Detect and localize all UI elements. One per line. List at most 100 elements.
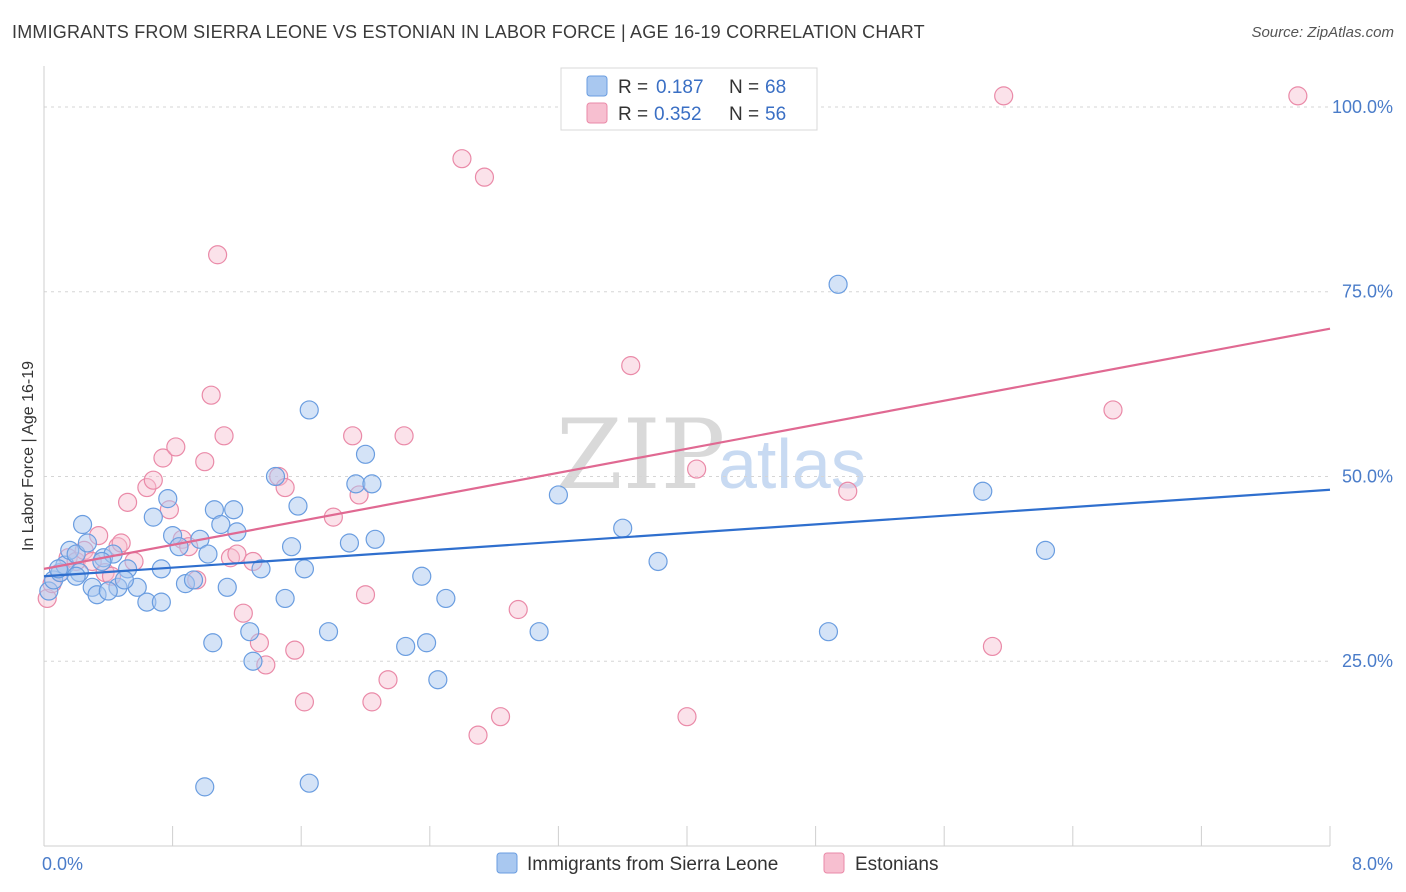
point-sierra-leone — [243, 651, 263, 671]
point-sierra-leone — [355, 444, 376, 464]
legend-swatch-sierra-leone — [496, 852, 518, 874]
point-sierra-leone — [818, 622, 839, 642]
legend-r-label-1: R = — [618, 77, 648, 98]
point-sierra-leone — [828, 274, 848, 294]
legend-label-sierra-leone: Immigrants from Sierra Leone — [527, 854, 778, 875]
point-estonians — [378, 670, 398, 690]
point-sierra-leone — [318, 622, 339, 642]
point-sierra-leone — [198, 544, 218, 564]
chart-title: IMMIGRANTS FROM SIERRA LEONE VS ESTONIAN… — [12, 22, 925, 42]
point-sierra-leone — [294, 559, 315, 579]
point-estonians — [1103, 400, 1123, 420]
point-estonians — [508, 599, 528, 620]
point-sierra-leone — [365, 529, 385, 549]
point-estonians — [208, 245, 228, 265]
point-sierra-leone — [183, 570, 204, 590]
point-estonians — [677, 707, 697, 727]
y-tick-label: 100.0% — [1332, 97, 1393, 117]
tick-labels: 25.0% 50.0% 75.0% 100.0% 0.0% 8.0% — [42, 97, 1393, 874]
watermark-zip: ZIP — [556, 399, 725, 511]
x-tick-label-max: 8.0% — [1352, 854, 1393, 874]
point-estonians — [994, 86, 1014, 106]
legend-swatch-blue — [586, 75, 608, 97]
legend-n-value-2: 56 — [765, 104, 786, 125]
source-credit: Source: ZipAtlas.com — [1251, 24, 1394, 41]
point-estonians — [201, 385, 221, 405]
point-sierra-leone — [412, 566, 432, 586]
point-sierra-leone — [169, 537, 189, 557]
point-estonians — [214, 426, 234, 446]
series-legend: Immigrants from Sierra Leone Estonians — [496, 852, 938, 875]
point-sierra-leone — [339, 533, 360, 553]
x-tick-label-min: 0.0% — [42, 854, 83, 874]
point-sierra-leone — [114, 570, 134, 590]
legend-label-estonians: Estonians — [855, 854, 938, 875]
point-estonians — [153, 448, 173, 468]
point-sierra-leone — [428, 670, 448, 690]
y-tick-label: 25.0% — [1342, 651, 1393, 671]
point-sierra-leone — [436, 588, 456, 609]
legend-n-label-2: N = — [729, 104, 759, 125]
point-sierra-leone — [143, 507, 163, 527]
point-estonians — [452, 149, 472, 169]
point-estonians — [982, 636, 1003, 657]
point-sierra-leone — [211, 514, 231, 535]
gridlines — [44, 106, 1330, 662]
point-estonians — [323, 507, 343, 527]
point-sierra-leone — [288, 496, 308, 516]
series-immigrants-sierra-leone — [39, 274, 1056, 797]
point-sierra-leone — [346, 474, 366, 494]
watermark: ZIP atlas — [556, 399, 866, 511]
point-estonians — [838, 481, 858, 501]
point-sierra-leone — [265, 466, 286, 487]
point-sierra-leone — [203, 633, 223, 653]
point-sierra-leone — [224, 500, 244, 520]
point-sierra-leone — [240, 622, 260, 642]
point-sierra-leone — [281, 537, 302, 557]
legend-swatch-estonians — [823, 852, 845, 874]
y-tick-label: 50.0% — [1342, 466, 1393, 486]
legend-n-label-1: N = — [729, 77, 759, 98]
point-sierra-leone — [77, 533, 98, 553]
point-sierra-leone — [299, 400, 319, 420]
point-sierra-leone — [548, 485, 569, 505]
point-estonians — [343, 426, 363, 446]
legend-r-value-2: 0.352 — [654, 104, 702, 125]
point-estonians — [474, 167, 495, 187]
point-sierra-leone — [72, 514, 93, 535]
point-sierra-leone — [151, 592, 171, 612]
legend-n-value-1: 68 — [765, 77, 786, 98]
point-sierra-leone — [529, 622, 549, 642]
point-sierra-leone — [195, 777, 215, 797]
point-estonians — [468, 725, 488, 745]
legend-r-label-2: R = — [618, 104, 648, 125]
point-sierra-leone — [1035, 540, 1056, 560]
point-estonians — [687, 459, 707, 479]
point-sierra-leone — [158, 489, 178, 509]
point-estonians — [294, 692, 315, 712]
point-estonians — [362, 692, 382, 712]
correlation-legend: R = 0.187 N = 68 R = 0.352 N = 56 — [560, 67, 818, 131]
point-estonians — [166, 437, 186, 457]
point-sierra-leone — [648, 551, 668, 572]
point-estonians — [285, 640, 305, 660]
point-estonians — [394, 426, 414, 446]
point-sierra-leone — [275, 588, 295, 609]
point-estonians — [1288, 86, 1308, 106]
trend-line-estonians — [43, 327, 1331, 570]
point-sierra-leone — [251, 559, 271, 579]
y-axis-label: In Labor Force | Age 16-19 — [20, 361, 37, 551]
point-estonians — [233, 603, 253, 623]
point-sierra-leone — [973, 481, 993, 501]
point-sierra-leone — [299, 773, 319, 793]
point-estonians — [490, 707, 511, 727]
point-estonians — [227, 544, 247, 564]
legend-swatch-pink — [586, 102, 608, 124]
point-sierra-leone — [416, 633, 437, 653]
point-estonians — [355, 585, 376, 605]
y-tick-label: 75.0% — [1342, 282, 1393, 302]
axes — [43, 66, 1331, 847]
point-estonians — [621, 356, 641, 376]
point-sierra-leone — [396, 636, 416, 657]
